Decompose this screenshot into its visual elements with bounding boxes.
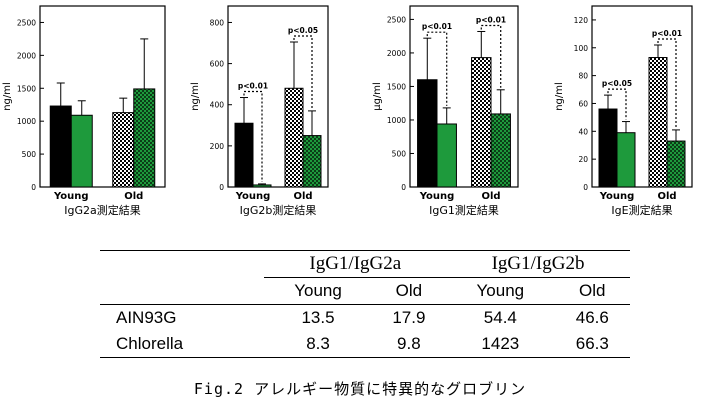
y-tick-label: 20: [578, 155, 588, 164]
y-tick-label: 1500: [17, 84, 36, 93]
category-label: Old: [293, 191, 312, 202]
y-tick-label: 120: [574, 16, 589, 25]
figure-caption: Fig.2 アレルギー物質に特異的なグロブリン: [193, 380, 527, 398]
bar: [417, 79, 438, 188]
row-label: Chlorella: [100, 331, 265, 358]
table-group-header: IgG1/IgG2a: [264, 250, 447, 278]
plot-frame: [591, 5, 693, 188]
bar: [234, 122, 254, 188]
table-cell: 46.6: [575, 308, 609, 327]
y-tick-label: 1000: [17, 117, 36, 126]
y-axis-label: ng/ml: [554, 82, 565, 111]
significance-label: p<0.01: [652, 29, 682, 38]
significance-label: p<0.01: [238, 82, 268, 91]
table-subheader: Old: [371, 277, 447, 305]
ratio-table: IgG1/IgG2a IgG1/IgG2b Young Old Young Ol…: [100, 250, 630, 358]
chart-title: IgG1測定結果: [429, 203, 499, 217]
bar: [666, 140, 686, 188]
table-cell: 1423: [446, 331, 555, 358]
y-axis-label: μg/ml: [372, 82, 383, 111]
bar: [436, 123, 457, 188]
significance-label: p<0.01: [476, 15, 506, 24]
table-subheader: Young: [446, 277, 555, 305]
significance-label: p<0.05: [288, 26, 318, 35]
category-label: Young: [235, 191, 271, 202]
category-label: Young: [599, 191, 635, 202]
significance-bracket: [426, 31, 448, 106]
chart-title: IgG2b測定結果: [240, 203, 317, 217]
y-tick-label: 2000: [17, 51, 36, 60]
bar: [471, 57, 492, 188]
y-tick-label: 0: [583, 183, 588, 192]
y-tick-label: 200: [210, 142, 225, 151]
y-tick-label: 0: [219, 183, 224, 192]
plot-frame: [409, 5, 519, 188]
table-cell: 54.4: [483, 308, 517, 327]
y-tick-label: 100: [574, 44, 589, 53]
table-subheader: Old: [554, 277, 630, 305]
table-corner: [100, 277, 265, 305]
y-tick-label: 60: [578, 99, 588, 108]
chart-panel: 0 500 1000 1500 2000 2500 μg/ml Young Old p<0.01 p…: [372, 5, 519, 217]
y-tick-label: 400: [210, 101, 225, 110]
y-tick-label: 2000: [387, 49, 406, 58]
y-tick-label: 600: [210, 60, 225, 69]
y-tick-label: 40: [578, 127, 588, 136]
category-label: Young: [53, 191, 89, 202]
table-group-header: IgG1/IgG2b: [446, 250, 630, 278]
significance-bracket: [293, 35, 313, 109]
table-row: AIN93G 13.5 17.9 54.4 46.6: [100, 305, 630, 332]
table-row: Chlorella 8.3 9.8 1423 66.3: [100, 331, 630, 358]
y-tick-label: 1500: [387, 82, 406, 91]
significance-bracket: [607, 88, 627, 120]
y-tick-label: 1000: [387, 116, 406, 125]
row-label: AIN93G: [116, 308, 177, 327]
y-tick-label: 0: [401, 183, 406, 192]
y-tick-label: 500: [22, 150, 37, 159]
chart-title: IgE測定結果: [611, 203, 672, 217]
bar: [284, 87, 304, 188]
y-tick-label: 2500: [17, 18, 36, 27]
table-cell: 66.3: [554, 331, 630, 358]
category-label: Young: [419, 191, 455, 202]
plot-frame: [227, 5, 329, 188]
chart-title: IgG2a測定結果: [64, 203, 141, 217]
bar: [133, 88, 156, 188]
bar: [70, 114, 93, 188]
category-label: Old: [124, 191, 143, 202]
y-tick-label: 80: [578, 72, 588, 81]
table-cell: 13.5: [301, 308, 335, 327]
table-cell: 9.8: [371, 331, 447, 358]
y-tick-label: 500: [392, 149, 407, 158]
plot-frame: [39, 5, 166, 188]
chart-panel: 0 20 40 60 80 100 120 ng/ml Young Old p<0.05 p<0.01…: [554, 5, 693, 217]
table-corner: [100, 250, 265, 278]
bar: [49, 105, 72, 188]
bar: [616, 132, 636, 188]
table-cell: 17.9: [392, 308, 426, 327]
category-label: Old: [657, 191, 676, 202]
bar: [112, 112, 135, 188]
y-tick-label: 800: [210, 18, 225, 27]
bar: [648, 57, 668, 188]
significance-bracket: [243, 90, 263, 182]
chart-panel: 0 200 400 600 800 ng/ml Young Old p<0.01 p<0.05 Ig…: [190, 5, 329, 217]
category-label: Old: [481, 191, 500, 202]
y-tick-label: 0: [31, 183, 36, 192]
y-axis-label: ng/ml: [190, 82, 201, 111]
bar: [598, 108, 618, 188]
bar: [252, 184, 272, 188]
bar: [302, 135, 322, 188]
significance-label: p<0.05: [602, 79, 632, 88]
bar: [490, 113, 511, 188]
table-subheader: Young: [264, 277, 372, 305]
significance-bracket: [657, 38, 677, 128]
significance-label: p<0.01: [422, 22, 452, 31]
table-cell: 8.3: [264, 331, 372, 358]
significance-bracket: [480, 24, 502, 88]
chart-panel: 0 500 1000 1500 2000 2500 ng/ml Young OldIgG2a測定…: [2, 5, 166, 217]
y-axis-label: ng/ml: [2, 82, 13, 111]
y-tick-label: 2500: [387, 15, 406, 24]
